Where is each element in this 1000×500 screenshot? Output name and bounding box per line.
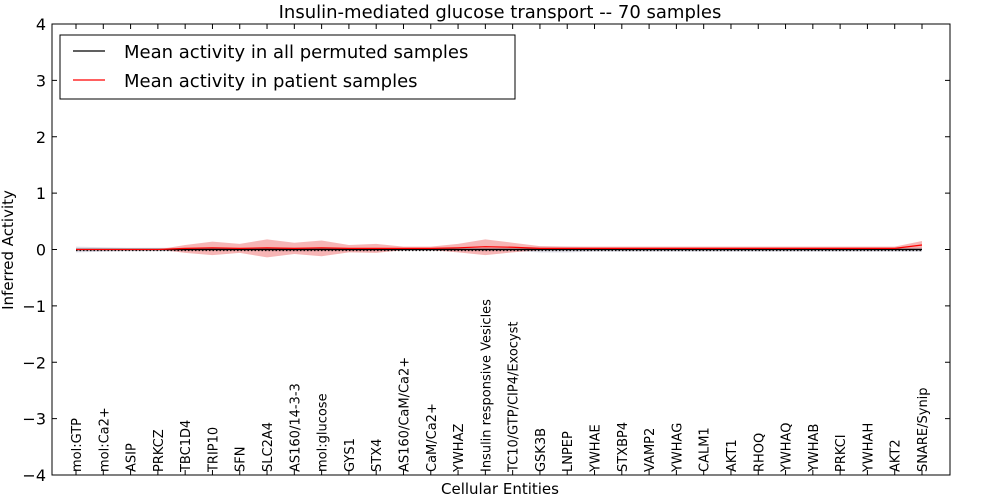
x-tick-label-30: AKT2	[889, 439, 904, 472]
x-tick-label-5: TRIP10	[206, 427, 221, 473]
x-tick-label-11: STX4	[370, 439, 385, 472]
x-tick-label-3: PRKCZ	[152, 429, 167, 472]
x-tick-label-10: GYS1	[343, 438, 358, 472]
x-tick-label-8: AS160/14-3-3	[288, 383, 303, 472]
y-tick-label-7: 3	[36, 71, 46, 90]
x-tick-label-24: AKT1	[725, 439, 740, 472]
x-tick-label-2: ASIP	[125, 443, 140, 472]
x-tick-label-6: SFN	[234, 447, 249, 472]
x-tick-label-22: YWHAG	[670, 423, 685, 473]
x-tick-label-18: LNPEP	[561, 431, 576, 472]
x-tick-label-1: mol:Ca2+	[97, 407, 112, 472]
legend-label-patient: Mean activity in patient samples	[124, 71, 418, 92]
chart-title: Insulin-mediated glucose transport -- 70…	[279, 2, 722, 23]
y-tick-label-4: 0	[36, 241, 46, 260]
x-tick-label-19: YWHAE	[589, 424, 604, 473]
x-tick-label-23: CALM1	[698, 427, 713, 472]
x-tick-label-16: TC10/GTP/CIP4/Exocyst	[507, 321, 522, 473]
x-tick-label-0: mol:GTP	[70, 418, 85, 472]
x-tick-label-12: AS160/CaM/Ca2+	[397, 357, 412, 472]
x-tick-label-14: YWHAZ	[452, 424, 467, 473]
x-tick-labels: mol:GTP mol:Ca2+ ASIP PRKCZ TBC1D4 TRIP10 SFN S…	[70, 299, 931, 473]
x-tick-label-25: RHOQ	[752, 433, 767, 472]
y-tick-label-5: 1	[36, 184, 46, 203]
y-tick-label-6: 2	[36, 128, 46, 147]
y-tick-label-3: −1	[22, 297, 46, 316]
line-series-1	[76, 244, 923, 251]
x-tick-label-15: Insulin responsive Vesicles	[479, 299, 494, 472]
legend-label-permuted: Mean activity in all permuted samples	[124, 42, 468, 63]
x-tick-label-13: CaM/Ca2+	[425, 403, 440, 472]
y-axis-label: Inferred Activity	[0, 190, 17, 310]
x-tick-label-17: GSK3B	[534, 428, 549, 472]
x-tick-label-31: SNARE/Synip	[916, 387, 931, 472]
x-tick-label-28: PRKCI	[834, 434, 849, 472]
x-axis-label: Cellular Entities	[441, 480, 559, 498]
x-tick-label-20: STXBP4	[616, 422, 631, 472]
x-tick-label-26: YWHAQ	[780, 423, 795, 473]
y-tick-label-2: −2	[22, 353, 46, 372]
x-tick-label-7: SLC2A4	[261, 422, 276, 472]
y-tick-labels: −4 −3 −2 −1 0 1 2 3 4	[22, 15, 46, 485]
series-lines	[76, 244, 923, 252]
y-tick-label-0: −4	[22, 466, 46, 485]
plot-frame	[51, 23, 951, 476]
x-tick-label-29: YWHAH	[861, 423, 876, 473]
x-tick-label-27: YWHAB	[807, 424, 822, 473]
x-tick-label-9: mol:glucose	[316, 393, 331, 472]
x-tick-label-4: TBC1D4	[179, 420, 194, 473]
y-tick-label-8: 4	[36, 15, 46, 34]
y-tick-label-1: −3	[22, 410, 46, 429]
band-series-1	[76, 239, 922, 258]
legend-box	[59, 34, 516, 100]
x-tick-label-21: VAMP2	[643, 428, 658, 472]
legend: Mean activity in all permuted samples Me…	[59, 34, 516, 100]
